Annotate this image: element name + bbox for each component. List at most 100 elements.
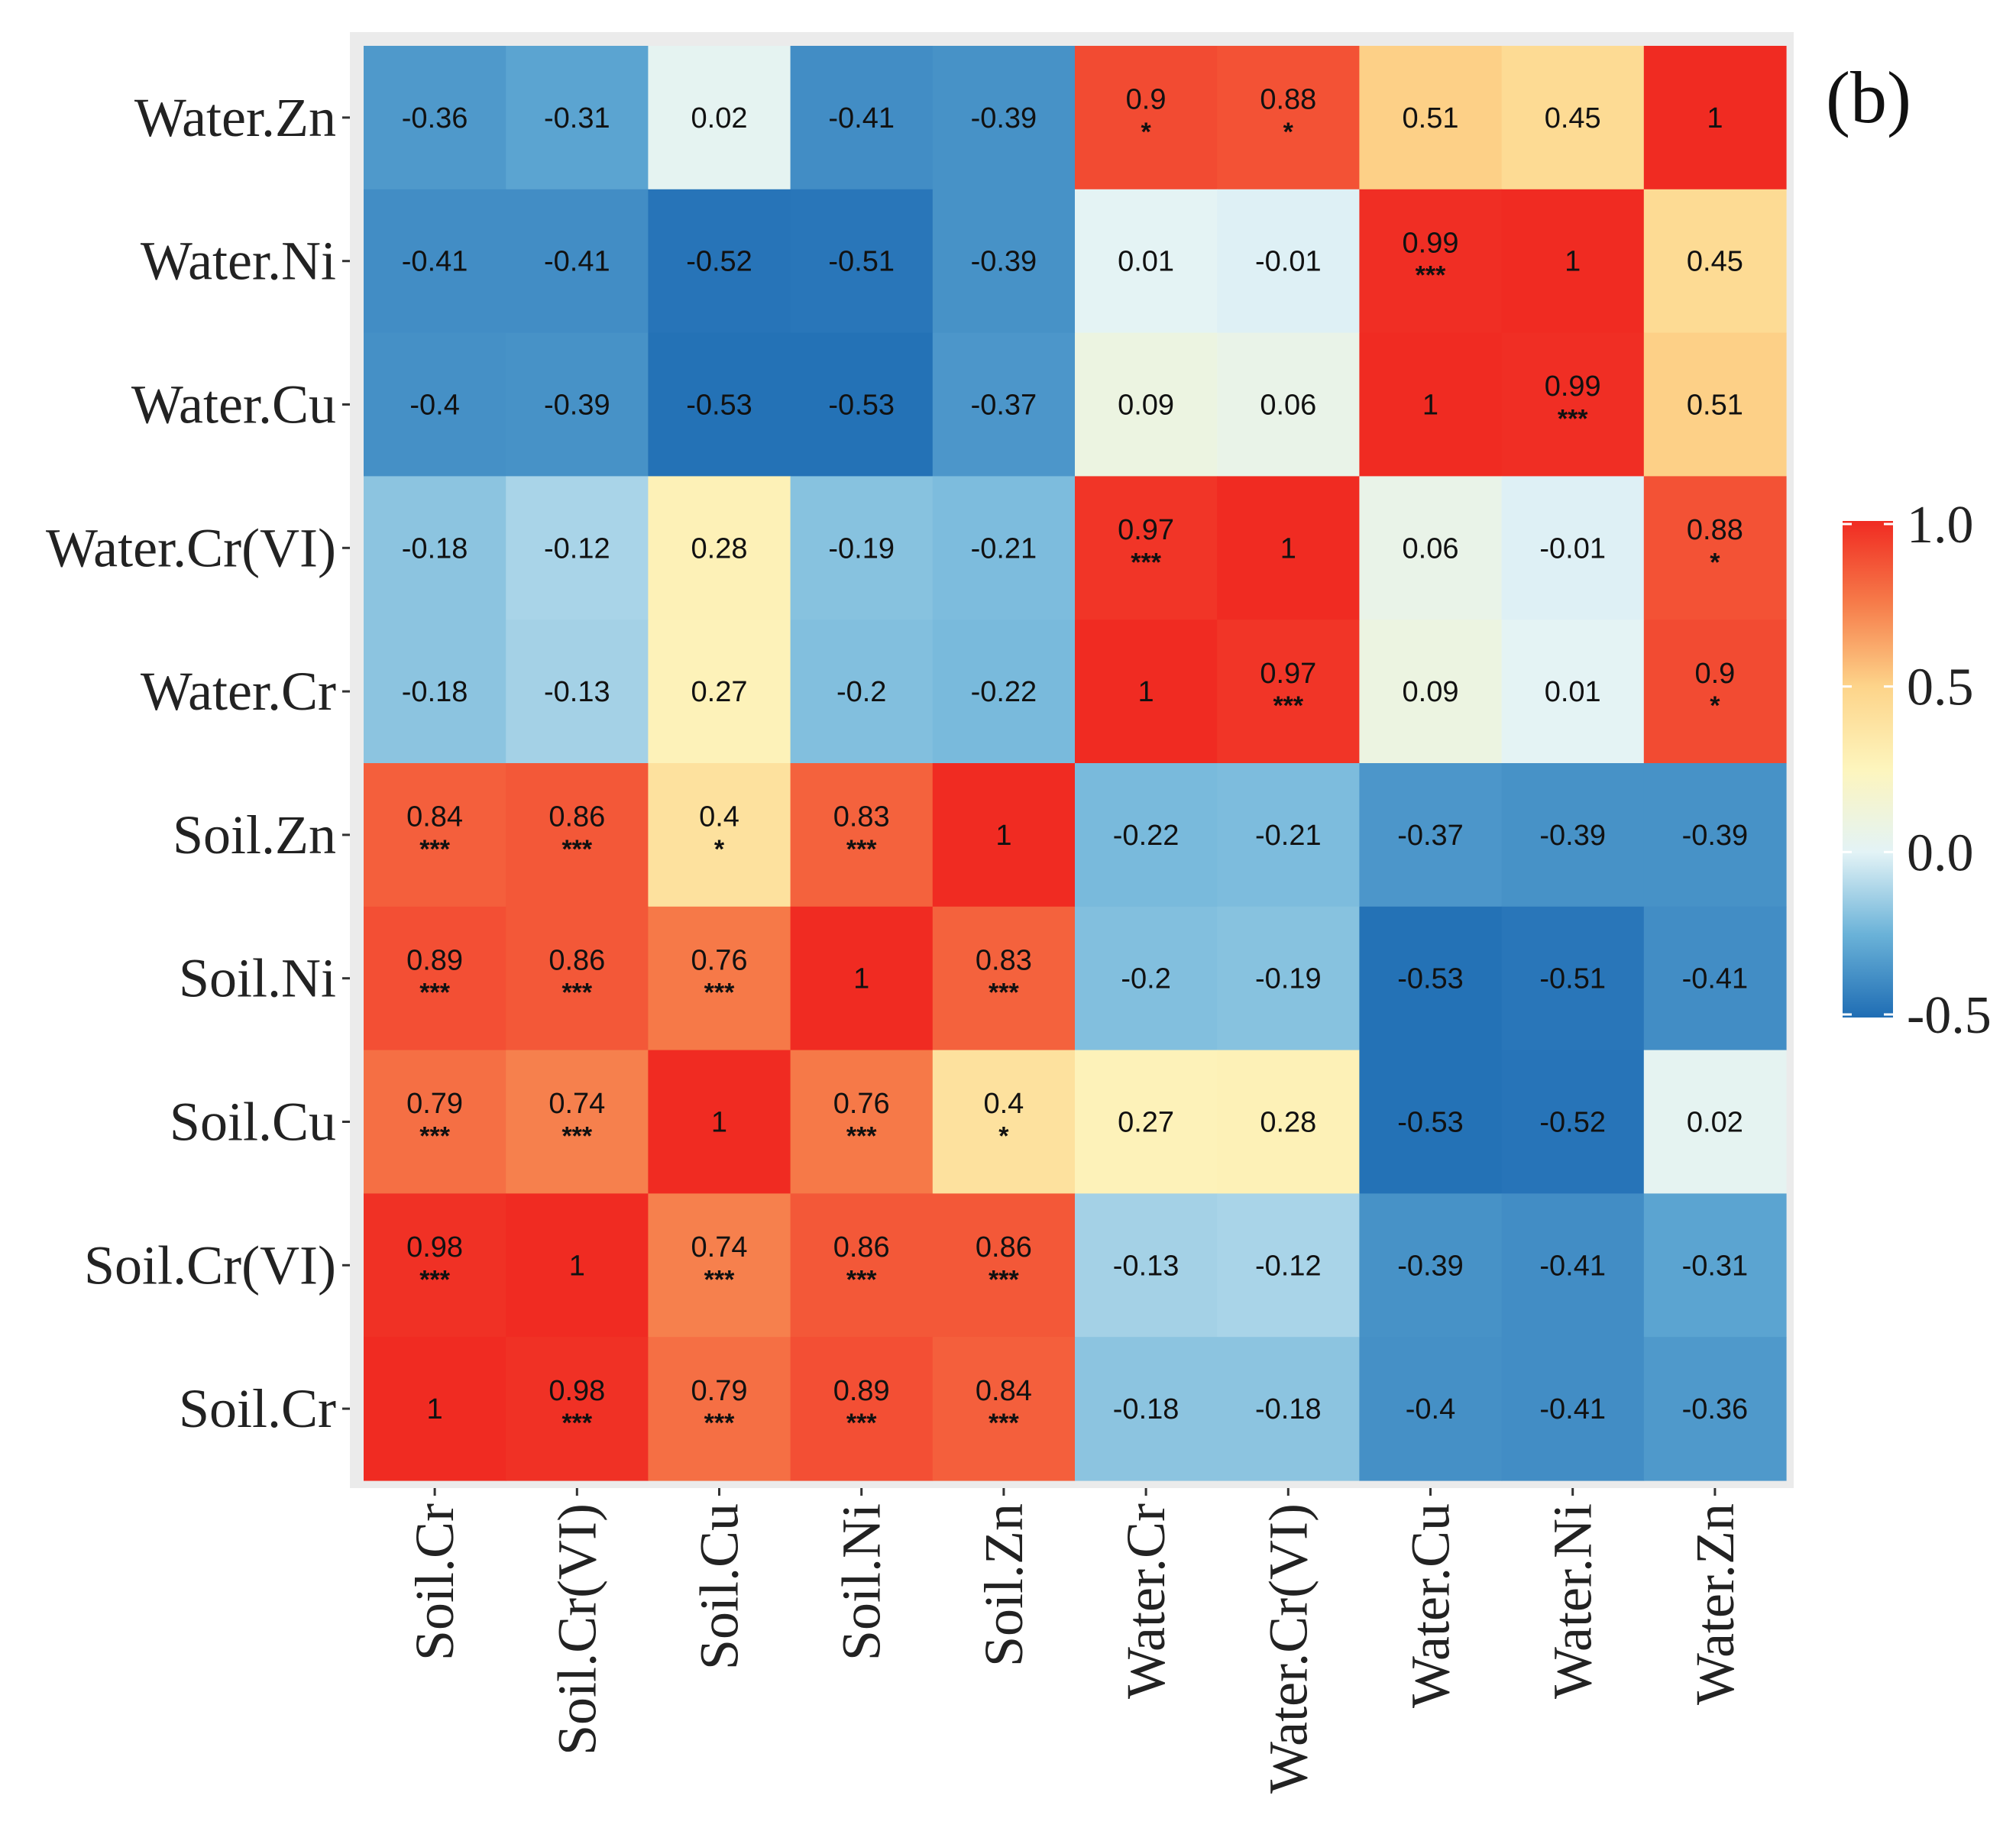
- color-legend-bar: [1843, 521, 1893, 1018]
- color-legend: 1.0 0.5 0.0 -0.5: [1843, 496, 1992, 1045]
- heatmap-cell: [1359, 763, 1503, 908]
- cell-value-label: -0.21: [1255, 820, 1322, 852]
- heatmap-cell: [1643, 46, 1787, 190]
- heatmap-cell: [1217, 189, 1360, 334]
- heatmap-cell: [1359, 189, 1503, 334]
- heatmap-cell: [790, 189, 934, 334]
- significance-marker: ***: [846, 1409, 877, 1438]
- heatmap-cell: [790, 620, 934, 764]
- cell-value-label: 1: [1707, 102, 1723, 134]
- y-tick-label: Water.Cr: [141, 661, 336, 722]
- cell-value-label: 0.28: [1260, 1107, 1316, 1139]
- heatmap-cell: [506, 1193, 649, 1338]
- heatmap-cell: [648, 620, 791, 764]
- cell-value-label: 1: [569, 1250, 585, 1282]
- heatmap-cell: [1643, 906, 1787, 1051]
- cell-value-label: 1: [853, 963, 869, 995]
- heatmap-cell: [1075, 620, 1218, 764]
- cell-value-label: 0.51: [1403, 102, 1459, 134]
- cell-value-label: -0.2: [1121, 963, 1170, 995]
- cell-value-label: -0.36: [402, 102, 468, 134]
- heatmap-cell: [364, 476, 506, 620]
- cell-value-label: 0.9: [1694, 658, 1735, 690]
- significance-marker: ***: [989, 1409, 1019, 1438]
- heatmap-cell: [932, 189, 1076, 334]
- cell-value-label: -0.13: [1113, 1250, 1180, 1282]
- significance-marker: ***: [419, 979, 450, 1008]
- heatmap-cell: [648, 763, 791, 908]
- cell-value-label: 0.4: [983, 1088, 1024, 1120]
- heatmap-cell: [1217, 763, 1360, 908]
- cell-value-label: -0.51: [828, 246, 895, 278]
- cell-value-label: 1: [995, 820, 1011, 852]
- cell-value-label: -0.41: [402, 246, 468, 278]
- cell-value-label: 0.88: [1260, 84, 1316, 116]
- cell-value-label: 0.83: [976, 944, 1032, 976]
- cell-value-label: -0.41: [1539, 1250, 1606, 1282]
- heatmap-cell: [506, 332, 649, 477]
- significance-marker: ***: [846, 835, 877, 864]
- cell-value-label: 0.06: [1260, 390, 1316, 422]
- significance-marker: ***: [1558, 405, 1588, 434]
- heatmap-cell: [932, 763, 1076, 908]
- heatmap-cell: [1501, 189, 1645, 334]
- significance-marker: ***: [704, 1265, 735, 1294]
- heatmap-cell: [1217, 620, 1360, 764]
- x-tick-label: Water.Zn: [1684, 1503, 1746, 1705]
- significance-marker: ***: [1273, 691, 1303, 720]
- heatmap-cell: [790, 906, 934, 1051]
- heatmap-cell: [364, 1337, 506, 1481]
- heatmap-cell: [364, 332, 506, 477]
- cell-value-label: 0.74: [548, 1088, 605, 1120]
- cell-value-label: 0.84: [976, 1375, 1032, 1407]
- x-tick-label: Water.Ni: [1542, 1503, 1603, 1699]
- cell-value-label: -0.41: [1682, 963, 1749, 995]
- cell-value-label: -0.01: [1539, 532, 1606, 565]
- heatmap-cell: [790, 763, 934, 908]
- heatmap-cell: [1643, 189, 1787, 334]
- significance-marker: *: [998, 1122, 1009, 1151]
- y-tick-label: Water.Cr(VI): [46, 517, 336, 578]
- heatmap-cell: [1075, 46, 1218, 190]
- heatmap-cell: [790, 1193, 934, 1338]
- heatmap-cell: [1359, 332, 1503, 477]
- heatmap-cell: [648, 1193, 791, 1338]
- cell-value-label: -0.41: [1539, 1393, 1606, 1425]
- cell-value-label: 0.9: [1126, 84, 1167, 116]
- heatmap-cell: [1217, 906, 1360, 1051]
- significance-marker: ***: [561, 1122, 592, 1151]
- heatmap-cell: [1359, 1337, 1503, 1481]
- heatmap-cell: [932, 906, 1076, 1051]
- heatmap-cell: [1075, 189, 1218, 334]
- cell-value-label: 0.98: [406, 1231, 463, 1263]
- heatmap-cell: [648, 46, 791, 190]
- cell-value-label: -0.41: [828, 102, 895, 134]
- heatmap-cell: [1501, 620, 1645, 764]
- cell-value-label: 0.98: [548, 1375, 605, 1407]
- heatmap-cell: [506, 189, 649, 334]
- cell-value-label: -0.51: [1539, 963, 1606, 995]
- heatmap-cell: [1643, 332, 1787, 477]
- significance-marker: *: [1710, 691, 1720, 720]
- heatmap-cell: [1075, 906, 1218, 1051]
- heatmap-cell: [1359, 1050, 1503, 1194]
- heatmap-cell: [506, 620, 649, 764]
- cell-value-label: 0.79: [691, 1375, 748, 1407]
- y-tick-label: Water.Zn: [134, 87, 336, 148]
- cell-value-label: 0.02: [1687, 1107, 1743, 1139]
- cell-value-label: 1: [1280, 532, 1296, 565]
- significance-marker: ***: [419, 835, 450, 864]
- heatmap-cell: [1359, 620, 1503, 764]
- cell-value-label: -0.19: [828, 532, 895, 565]
- cell-value-label: -0.18: [1113, 1393, 1180, 1425]
- heatmap-cell: [1501, 476, 1645, 620]
- cell-value-label: 0.76: [691, 944, 748, 976]
- significance-marker: ***: [561, 979, 592, 1008]
- cell-value-label: 0.06: [1403, 532, 1459, 565]
- cell-value-label: 0.09: [1118, 390, 1174, 422]
- heatmap-cell: [506, 1050, 649, 1194]
- cell-value-label: 0.86: [833, 1231, 890, 1263]
- cell-value-label: 0.4: [699, 801, 739, 833]
- cell-value-label: -0.39: [971, 246, 1037, 278]
- y-axis-labels: Water.Zn Water.Ni Water.Cu Water.Cr(VI) Wate…: [46, 87, 350, 1439]
